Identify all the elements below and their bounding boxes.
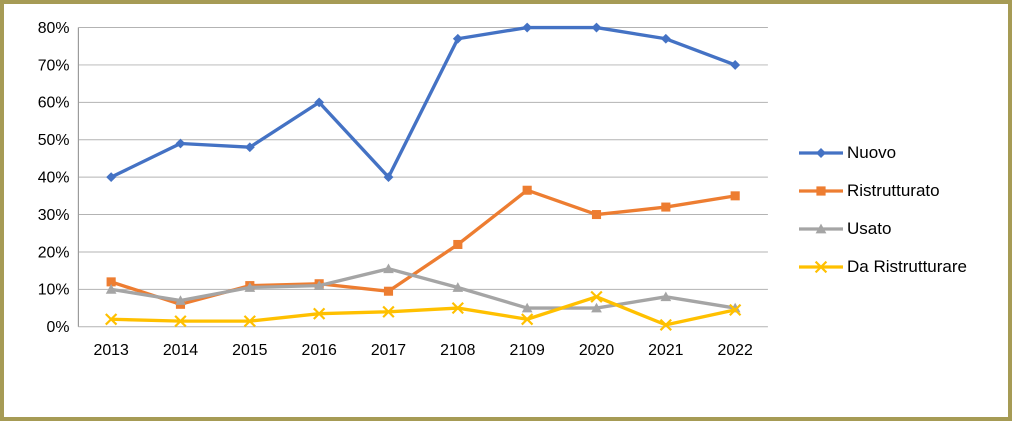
series-marker	[521, 302, 533, 313]
series-marker	[382, 305, 395, 318]
series-marker	[730, 60, 741, 70]
series-marker	[175, 295, 186, 305]
legend-item-ristrutturato: Ristrutturato	[798, 180, 967, 201]
y-tick-label: 80%	[38, 20, 70, 37]
series-marker	[815, 223, 827, 233]
series-marker	[451, 301, 464, 315]
legend-marker-usato	[799, 223, 843, 233]
legend-label-da-ristrutturare: Da Ristrutturare	[847, 256, 967, 276]
series-marker	[521, 313, 534, 326]
series-marker	[590, 290, 603, 303]
series-line-ristrutturato	[109, 188, 737, 306]
series-ristrutturato	[106, 185, 740, 309]
legend-item-nuovo: Nuovo	[798, 142, 967, 163]
y-tick-label: 40%	[38, 170, 70, 187]
x-tick-label: 2109	[510, 342, 546, 359]
series-marker	[383, 263, 394, 274]
series-marker	[105, 284, 117, 294]
series-marker	[591, 210, 602, 220]
x-tick-label: 2014	[163, 342, 199, 359]
chart-legend: Nuovo Ristrutturato Usato Da Ristruttura…	[798, 142, 967, 294]
series-nuovo	[106, 22, 741, 183]
series-line-usato	[109, 267, 737, 310]
x-tick-label: 2013	[94, 342, 130, 359]
series-marker	[314, 97, 325, 108]
series-line-da-ristrutturare	[109, 295, 737, 327]
x-tick-label: 2015	[232, 342, 268, 359]
line-chart-plot: 0% 10% 20% 30% 40% 50% 60% 70% 80% 2013 2014 2015 20…	[38, 20, 768, 359]
series-marker	[729, 303, 742, 316]
y-tick-label: 70%	[38, 57, 70, 74]
series-marker	[105, 313, 118, 326]
y-tick-label: 60%	[38, 95, 70, 112]
series-line-nuovo	[109, 25, 737, 179]
y-tick-label: 0%	[47, 319, 70, 336]
series-usato	[105, 263, 741, 313]
series-marker	[106, 277, 116, 287]
legend-item-usato: Usato	[798, 218, 967, 239]
legend-marker-ristrutturato	[799, 185, 843, 196]
series-marker	[522, 185, 532, 195]
y-tick-label: 30%	[38, 207, 70, 224]
series-marker	[659, 318, 672, 331]
legend-marker-da-ristrutturare	[799, 260, 843, 273]
series-marker	[174, 315, 187, 328]
y-tick-label: 20%	[38, 244, 70, 261]
series-marker	[244, 282, 256, 292]
legend-label-nuovo: Nuovo	[847, 142, 897, 162]
y-tick-label: 10%	[38, 282, 70, 299]
series-marker	[661, 202, 671, 212]
x-tick-label: 2017	[371, 342, 406, 359]
series-marker	[816, 185, 826, 196]
series-marker	[730, 191, 740, 201]
series-marker	[244, 142, 255, 153]
series-marker	[383, 172, 394, 183]
series-marker	[175, 138, 186, 149]
series-marker	[591, 22, 602, 33]
series-da-ristrutturare	[105, 290, 742, 331]
series-marker	[313, 280, 325, 290]
series-marker	[452, 282, 464, 292]
series-marker	[453, 239, 463, 249]
series-marker	[660, 33, 671, 44]
series-marker	[313, 307, 326, 320]
series-marker	[243, 315, 256, 328]
legend-marker-nuovo	[799, 147, 843, 158]
x-tick-label: 2108	[440, 342, 476, 359]
x-tick-label: 2016	[302, 342, 338, 359]
series-marker	[522, 22, 533, 33]
series-marker	[591, 302, 602, 313]
series-marker	[660, 291, 672, 302]
legend-item-da-ristrutturare: Da Ristrutturare	[798, 256, 967, 277]
series-marker	[106, 172, 117, 183]
y-tick-label: 50%	[38, 132, 70, 149]
series-marker	[383, 286, 394, 296]
x-tick-label: 2020	[579, 342, 615, 359]
legend-label-usato: Usato	[847, 218, 892, 238]
x-tick-label: 2021	[648, 342, 683, 359]
series-marker	[814, 260, 828, 273]
x-tick-label: 2022	[718, 342, 753, 359]
series-marker	[816, 147, 826, 158]
legend-label-ristrutturato: Ristrutturato	[847, 180, 940, 200]
